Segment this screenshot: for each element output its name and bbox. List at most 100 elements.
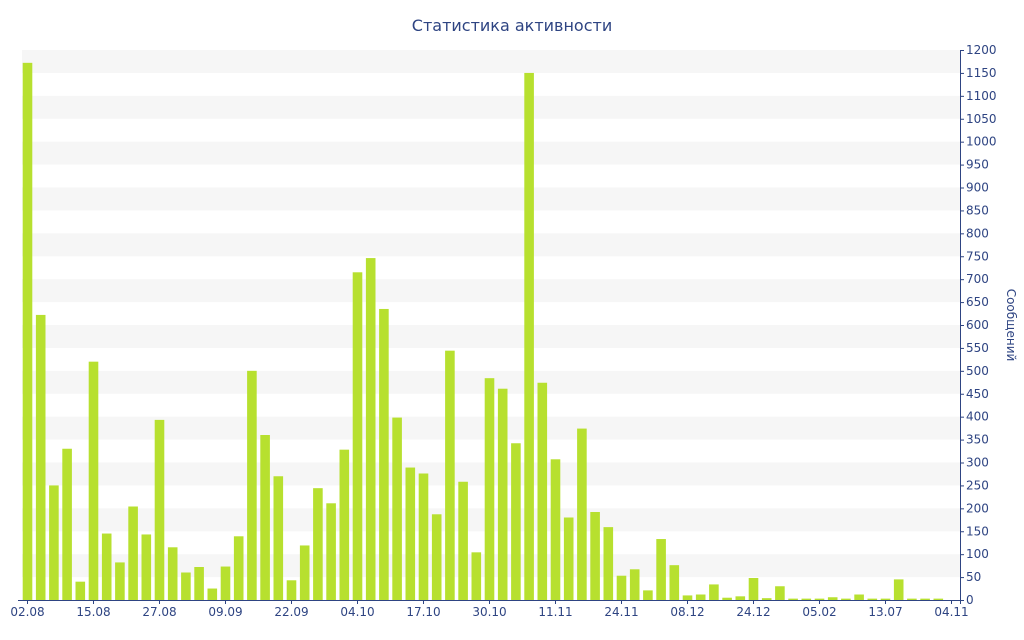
bar[interactable]: [418, 473, 429, 601]
y-tick-label: 900: [966, 181, 989, 195]
bar[interactable]: [260, 435, 270, 600]
bar[interactable]: [299, 545, 310, 600]
bar[interactable]: [115, 562, 125, 600]
chart-title: Статистика активности: [412, 16, 612, 35]
bar[interactable]: [365, 258, 376, 600]
bar[interactable]: [854, 594, 864, 601]
bar[interactable]: [207, 588, 218, 600]
bars: [22, 62, 944, 601]
bar[interactable]: [920, 598, 930, 601]
bar[interactable]: [603, 527, 614, 601]
bar[interactable]: [722, 597, 732, 600]
bar[interactable]: [590, 512, 600, 600]
bar[interactable]: [484, 378, 495, 600]
bar[interactable]: [563, 517, 574, 601]
bar[interactable]: [695, 594, 706, 601]
bar[interactable]: [35, 314, 46, 600]
bar[interactable]: [392, 417, 402, 600]
y-axis-label: Сообщений: [1004, 289, 1018, 362]
bar[interactable]: [379, 308, 389, 600]
y-tick-label: 600: [966, 318, 989, 332]
bar[interactable]: [352, 272, 363, 600]
x-tick-label: 17.10: [406, 605, 440, 619]
bar[interactable]: [431, 514, 442, 600]
bar[interactable]: [907, 598, 917, 601]
bar[interactable]: [775, 586, 785, 600]
bar[interactable]: [286, 580, 297, 600]
bar[interactable]: [220, 566, 231, 600]
bar[interactable]: [101, 533, 112, 600]
bar[interactable]: [194, 567, 204, 600]
x-tick-label: 24.12: [736, 605, 770, 619]
y-tick-label: 50: [966, 570, 981, 584]
bar[interactable]: [154, 419, 165, 601]
x-tick-label: 30.10: [472, 605, 506, 619]
bar[interactable]: [709, 584, 719, 600]
bar[interactable]: [445, 350, 455, 600]
bar[interactable]: [62, 448, 72, 600]
bar[interactable]: [75, 581, 86, 600]
bar[interactable]: [511, 443, 521, 600]
bar[interactable]: [761, 598, 772, 600]
grid-band: [22, 233, 960, 257]
bar[interactable]: [471, 552, 482, 600]
y-tick-label: 1000: [966, 135, 997, 149]
x-tick-label: 09.09: [208, 605, 242, 619]
bar[interactable]: [748, 578, 759, 600]
x-tick-label: 02.08: [10, 605, 44, 619]
bar[interactable]: [88, 361, 99, 600]
bar[interactable]: [629, 569, 640, 600]
bar[interactable]: [524, 72, 534, 601]
bar[interactable]: [841, 598, 851, 601]
bar[interactable]: [326, 503, 336, 600]
bar[interactable]: [814, 598, 825, 601]
bar[interactable]: [550, 459, 561, 600]
bar[interactable]: [497, 388, 508, 600]
y-tick-label: 200: [966, 501, 989, 515]
bar[interactable]: [233, 536, 244, 600]
bar[interactable]: [735, 596, 746, 600]
x-tick-label: 05.02: [802, 605, 836, 619]
bar[interactable]: [643, 590, 653, 601]
bar[interactable]: [893, 579, 904, 601]
y-ticks: 0 50 100 150 200 250 300 350 400 450 500 550 600 650 7…: [960, 43, 997, 607]
y-tick-label: 100: [966, 547, 989, 561]
bar[interactable]: [49, 485, 59, 600]
bar[interactable]: [167, 547, 178, 600]
bar[interactable]: [669, 565, 680, 600]
bar[interactable]: [313, 488, 323, 600]
bar[interactable]: [656, 539, 666, 600]
bar[interactable]: [682, 595, 693, 600]
bar[interactable]: [537, 382, 548, 600]
bar[interactable]: [827, 597, 838, 600]
grid-band: [22, 141, 960, 165]
bar[interactable]: [801, 598, 812, 601]
bar[interactable]: [933, 598, 944, 601]
bar[interactable]: [273, 476, 284, 600]
grid-band: [22, 187, 960, 211]
bar[interactable]: [22, 62, 33, 600]
grid-band: [22, 50, 960, 73]
x-tick-label: 15.08: [76, 605, 110, 619]
bar[interactable]: [458, 481, 468, 600]
y-tick-label: 1100: [966, 89, 997, 103]
y-tick-label: 350: [966, 433, 989, 447]
y-tick-label: 850: [966, 203, 989, 217]
x-tick-label: 08.12: [670, 605, 704, 619]
y-tick-label: 150: [966, 524, 989, 538]
y-tick-label: 450: [966, 387, 989, 401]
x-tick-label: 04.10: [340, 605, 374, 619]
y-tick-label: 750: [966, 249, 989, 263]
bar[interactable]: [181, 572, 191, 601]
bar[interactable]: [577, 428, 587, 600]
bar[interactable]: [405, 467, 416, 600]
bar[interactable]: [788, 598, 798, 601]
bar[interactable]: [339, 449, 350, 600]
bar[interactable]: [141, 534, 152, 600]
bar[interactable]: [128, 506, 138, 601]
bar[interactable]: [880, 598, 891, 601]
bar[interactable]: [867, 598, 878, 601]
bar[interactable]: [247, 370, 257, 600]
bar[interactable]: [616, 575, 627, 600]
